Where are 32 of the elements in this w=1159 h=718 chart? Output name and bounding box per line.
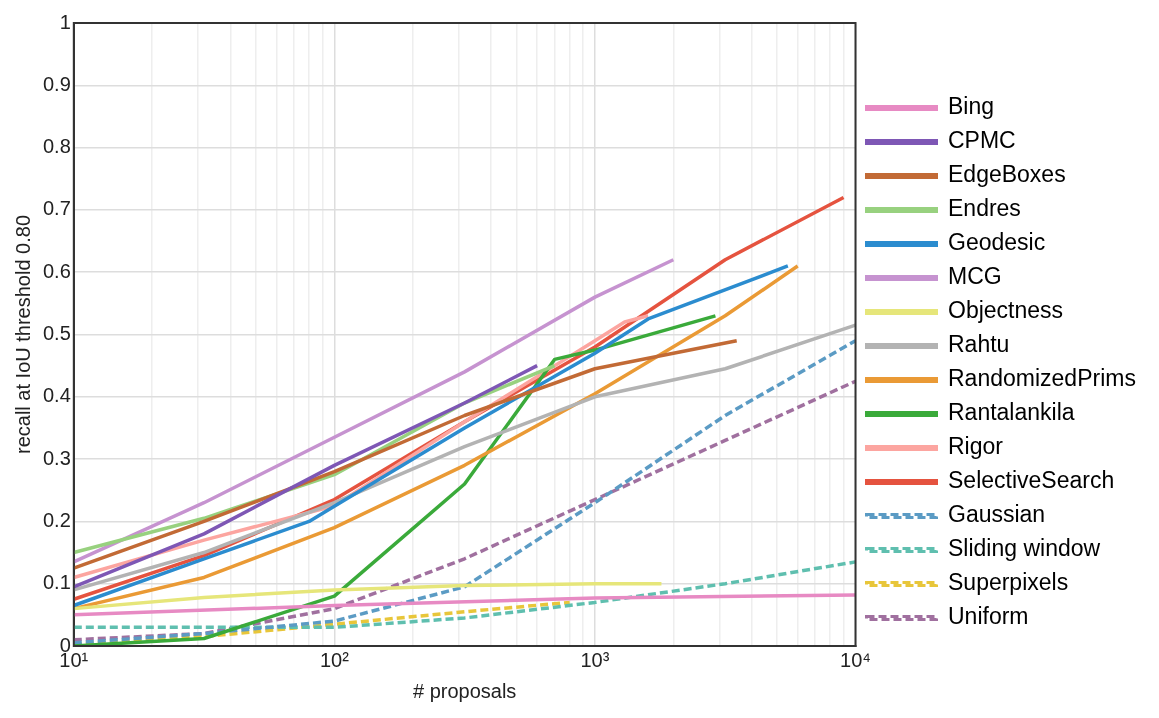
legend-label: EdgeBoxes bbox=[948, 161, 1066, 188]
legend-label: Uniform bbox=[948, 603, 1029, 630]
y-tick-label: 0.4 bbox=[42, 384, 71, 407]
y-tick-label: 0.5 bbox=[42, 322, 71, 345]
y-tick-label: 0.3 bbox=[42, 446, 71, 469]
line-series bbox=[73, 560, 856, 630]
legend-label: Gaussian bbox=[948, 501, 1046, 528]
legend-label: Rigor bbox=[948, 433, 1004, 460]
y-tick-label: 0.1 bbox=[42, 571, 71, 594]
x-tick-label: 10² bbox=[319, 648, 350, 671]
legend-label: Bing bbox=[948, 93, 995, 120]
y-tick-label: 0.9 bbox=[42, 72, 71, 95]
legend-label: Sliding window bbox=[948, 535, 1101, 562]
legend-label: MCG bbox=[948, 263, 1002, 290]
legend-label: SelectiveSearch bbox=[948, 467, 1115, 494]
y-tick-label: 0.7 bbox=[42, 197, 71, 220]
y-tick-label: 0.8 bbox=[42, 135, 71, 158]
y-axis-title: recall at IoU threshold 0.80 bbox=[11, 214, 34, 455]
x-axis-title: # proposals bbox=[412, 679, 517, 702]
legend-label: Geodesic bbox=[948, 229, 1046, 256]
legend-label: Endres bbox=[948, 195, 1021, 222]
x-tick-label: 10⁴ bbox=[840, 648, 871, 671]
legend-label: Rantalankila bbox=[948, 399, 1075, 426]
y-tick-label: 0.2 bbox=[42, 508, 71, 531]
legend-label: Rahtu bbox=[948, 331, 1010, 358]
y-tick-label: 1 bbox=[59, 10, 71, 33]
legend-label: Objectness bbox=[948, 297, 1064, 324]
legend-label: Superpixels bbox=[948, 569, 1069, 596]
y-tick-label: 0.6 bbox=[42, 259, 71, 282]
x-tick-label: 10³ bbox=[580, 648, 610, 671]
legend-label: RandomizedPrims bbox=[948, 365, 1136, 392]
legend-label: CPMC bbox=[948, 127, 1016, 154]
